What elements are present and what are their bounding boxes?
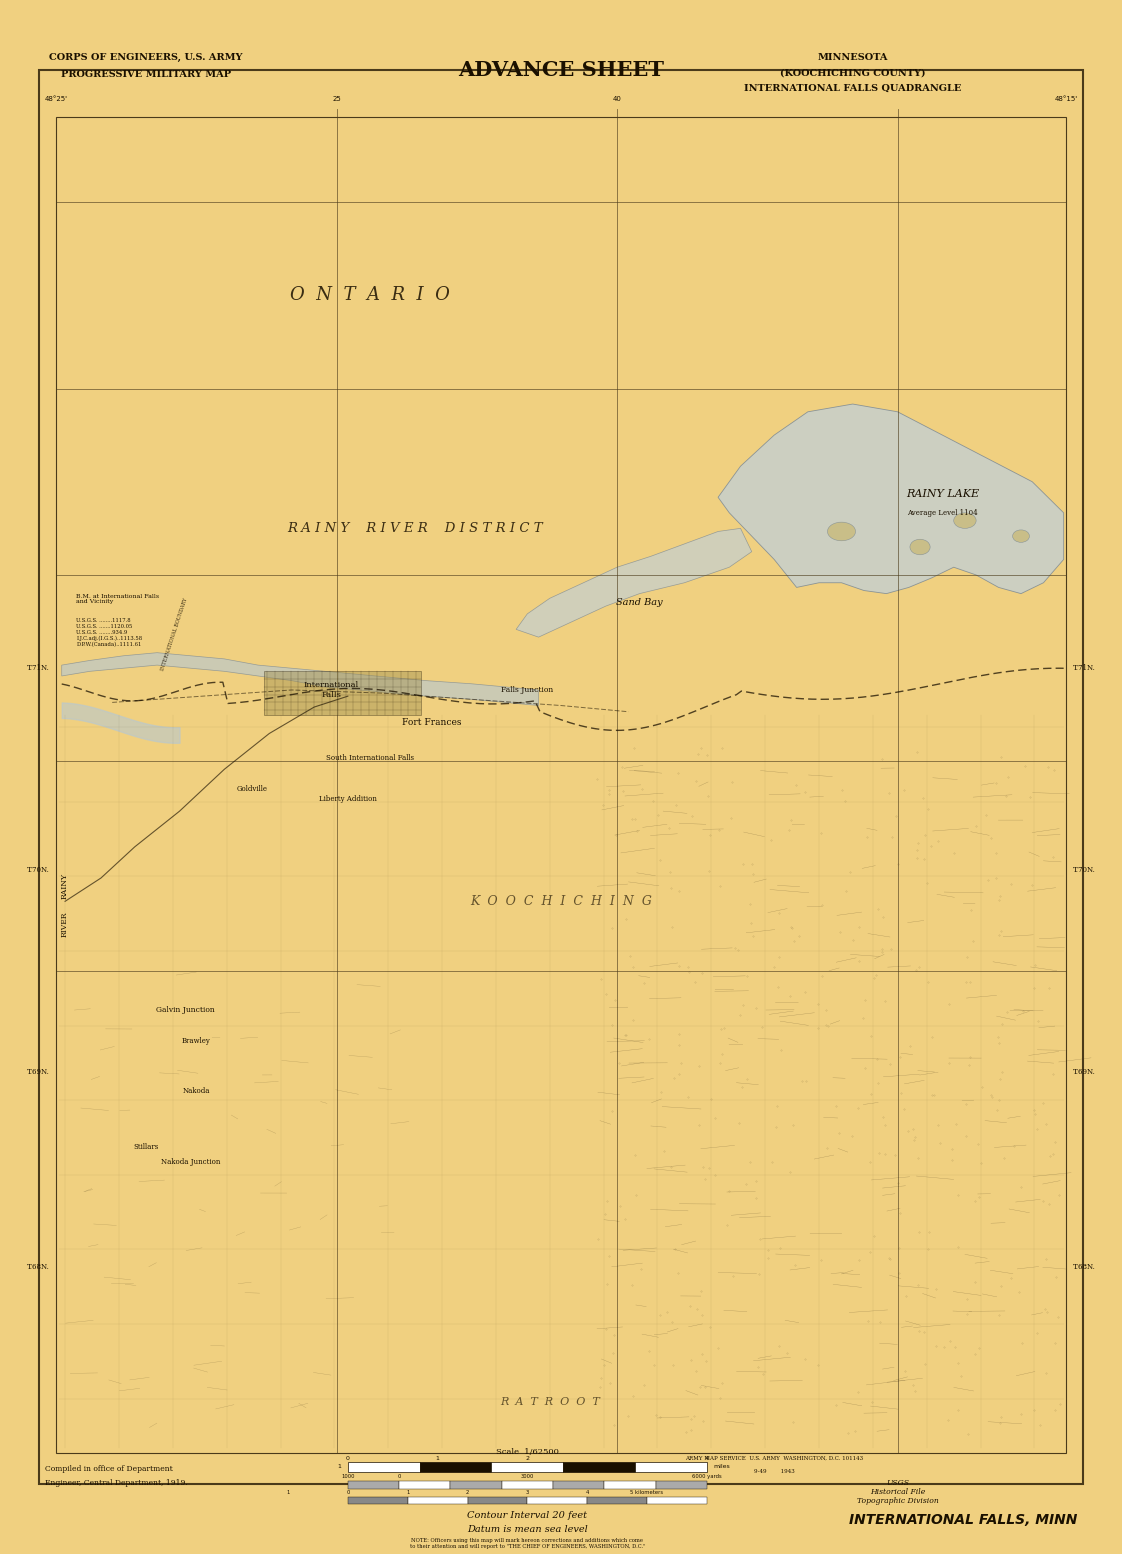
Text: Fort Frances: Fort Frances xyxy=(402,718,462,727)
Text: T.68N.: T.68N. xyxy=(27,1262,49,1271)
Ellipse shape xyxy=(954,513,976,528)
Text: PROGRESSIVE MILITARY MAP: PROGRESSIVE MILITARY MAP xyxy=(61,70,231,79)
Bar xyxy=(587,1497,647,1504)
Bar xyxy=(655,1481,707,1489)
Text: 4: 4 xyxy=(586,1490,589,1495)
Text: 1: 1 xyxy=(406,1490,410,1495)
Text: 1: 1 xyxy=(435,1456,440,1461)
Text: T.69N.: T.69N. xyxy=(27,1068,49,1077)
Bar xyxy=(502,1481,553,1489)
Text: U.S.G.S. ........1117.8
U.S.G.S. .......1120.05
U.S.G.S. ........934.9
I.J.C.adj: U.S.G.S. ........1117.8 U.S.G.S. .......… xyxy=(76,618,142,646)
Text: Nakoda: Nakoda xyxy=(183,1086,210,1096)
Text: 25: 25 xyxy=(332,96,341,103)
Bar xyxy=(56,117,1066,1453)
Bar xyxy=(563,1462,635,1472)
Bar xyxy=(527,1497,587,1504)
Text: NOTE: Officers using this map will mark hereon corrections and additions which c: NOTE: Officers using this map will mark … xyxy=(410,1538,645,1548)
Text: South International Falls: South International Falls xyxy=(327,754,414,763)
Text: Goldville: Goldville xyxy=(237,785,268,794)
Bar xyxy=(468,1497,527,1504)
Text: R  A  T  R  O  O  T: R A T R O O T xyxy=(500,1397,599,1406)
Text: ARMY MAP SERVICE  U.S. ARMY  WASHINGTON, D.C. 101143: ARMY MAP SERVICE U.S. ARMY WASHINGTON, D… xyxy=(686,1455,863,1461)
Text: O  N  T  A  R  I  O: O N T A R I O xyxy=(291,286,450,305)
Text: T.70N.: T.70N. xyxy=(1073,866,1095,875)
Text: Average Level 1104: Average Level 1104 xyxy=(908,508,977,517)
Bar xyxy=(264,671,421,715)
Text: Liberty Addition: Liberty Addition xyxy=(319,794,377,803)
Text: Nakoda Junction: Nakoda Junction xyxy=(162,1158,220,1167)
Text: 0: 0 xyxy=(397,1475,401,1479)
Text: T.68N.: T.68N. xyxy=(1073,1262,1095,1271)
Text: 48°25': 48°25' xyxy=(45,96,67,103)
Polygon shape xyxy=(62,653,539,706)
Text: 1: 1 xyxy=(286,1490,289,1495)
Text: ADVANCE SHEET: ADVANCE SHEET xyxy=(458,61,664,79)
Text: Falls Junction: Falls Junction xyxy=(502,685,553,695)
Text: 48°15': 48°15' xyxy=(1055,96,1077,103)
Text: 3000: 3000 xyxy=(521,1475,534,1479)
Bar xyxy=(553,1481,605,1489)
Polygon shape xyxy=(718,404,1064,594)
Bar xyxy=(407,1497,468,1504)
Text: 1: 1 xyxy=(338,1464,341,1470)
Text: miles: miles xyxy=(714,1464,730,1470)
Text: USGS
Historical File
Topographic Division: USGS Historical File Topographic Divisio… xyxy=(857,1479,938,1504)
Text: MINNESOTA: MINNESOTA xyxy=(818,53,888,62)
Text: RAINY LAKE: RAINY LAKE xyxy=(905,490,980,499)
Text: T.70N.: T.70N. xyxy=(27,866,49,875)
Bar xyxy=(605,1481,655,1489)
Text: Stillars: Stillars xyxy=(134,1142,158,1152)
Text: T.71N.: T.71N. xyxy=(27,664,49,673)
Text: RIVER: RIVER xyxy=(61,912,70,937)
Ellipse shape xyxy=(910,539,930,555)
Polygon shape xyxy=(516,528,752,637)
Text: Engineer, Central Department, 1919.: Engineer, Central Department, 1919. xyxy=(45,1478,187,1487)
Text: K  O  O  C  H  I  C  H  I  N  G: K O O C H I C H I N G xyxy=(470,895,652,908)
Text: CORPS OF ENGINEERS, U.S. ARMY: CORPS OF ENGINEERS, U.S. ARMY xyxy=(49,53,242,62)
Text: Compiled in office of Department: Compiled in office of Department xyxy=(45,1464,173,1473)
Text: T.71N.: T.71N. xyxy=(1073,664,1095,673)
Bar xyxy=(399,1481,450,1489)
Text: RAINY: RAINY xyxy=(61,873,70,898)
Text: INTERNATIONAL FALLS, MINN: INTERNATIONAL FALLS, MINN xyxy=(848,1512,1077,1528)
Text: Galvin Junction: Galvin Junction xyxy=(156,1005,214,1015)
Text: 40: 40 xyxy=(613,96,622,103)
Text: Brawley: Brawley xyxy=(182,1037,211,1046)
Text: 4: 4 xyxy=(705,1456,709,1461)
Text: International
Falls: International Falls xyxy=(303,681,359,699)
Text: 2: 2 xyxy=(466,1490,469,1495)
Bar xyxy=(348,1462,420,1472)
Text: B.M. at International Falls
and Vicinity: B.M. at International Falls and Vicinity xyxy=(76,594,159,605)
Text: 2: 2 xyxy=(525,1456,530,1461)
Text: Datum is mean sea level: Datum is mean sea level xyxy=(467,1524,588,1534)
Bar xyxy=(491,1462,563,1472)
Ellipse shape xyxy=(1012,530,1029,542)
Ellipse shape xyxy=(827,522,856,541)
Text: Contour Interval 20 feet: Contour Interval 20 feet xyxy=(468,1510,587,1520)
Bar xyxy=(635,1462,707,1472)
Text: 1000: 1000 xyxy=(341,1475,355,1479)
Text: INTERNATIONAL BOUNDARY: INTERNATIONAL BOUNDARY xyxy=(159,597,188,671)
Text: INTERNATIONAL FALLS QUADRANGLE: INTERNATIONAL FALLS QUADRANGLE xyxy=(744,84,962,93)
Text: Scale  1/62500: Scale 1/62500 xyxy=(496,1448,559,1456)
Text: (KOOCHICHING COUNTY): (KOOCHICHING COUNTY) xyxy=(780,68,926,78)
Bar xyxy=(348,1497,407,1504)
Text: 0: 0 xyxy=(346,1490,350,1495)
Bar xyxy=(450,1481,502,1489)
Bar xyxy=(420,1462,491,1472)
Text: 9-49        1943: 9-49 1943 xyxy=(754,1469,794,1475)
Text: R A I N Y    R I V E R    D I S T R I C T: R A I N Y R I V E R D I S T R I C T xyxy=(287,522,543,535)
Text: 0: 0 xyxy=(346,1456,350,1461)
Text: T.69N.: T.69N. xyxy=(1073,1068,1095,1077)
Text: 6000 yards: 6000 yards xyxy=(692,1475,721,1479)
Text: Sand Bay: Sand Bay xyxy=(616,598,663,608)
Bar xyxy=(348,1481,399,1489)
Text: 5 kilometers: 5 kilometers xyxy=(631,1490,663,1495)
Text: 3: 3 xyxy=(526,1490,528,1495)
Bar xyxy=(647,1497,707,1504)
